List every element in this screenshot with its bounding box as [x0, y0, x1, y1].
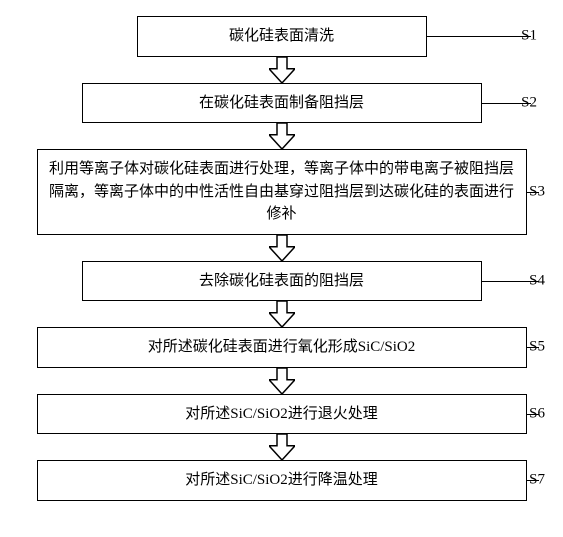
step-text: 利用等离子体对碳化硅表面进行处理，等离子体中的带电离子被阻挡层隔离，等离子体中的…: [48, 158, 516, 226]
step-box-s6: 对所述SiC/SiO2进行退火处理: [37, 394, 527, 435]
down-arrow-icon: [0, 434, 563, 460]
step-label-s7: S7: [529, 472, 545, 489]
down-arrow-icon: [0, 123, 563, 149]
step-text: 对所述碳化硅表面进行氧化形成SiC/SiO2: [148, 336, 416, 359]
step-label-s2: S2: [521, 94, 537, 111]
down-arrow-icon: [0, 368, 563, 394]
step-box-s1: 碳化硅表面清洗: [137, 16, 427, 57]
step-text: 对所述SiC/SiO2进行退火处理: [185, 403, 378, 426]
step-text: 碳化硅表面清洗: [229, 25, 334, 48]
step-row-s1: 碳化硅表面清洗 S1: [0, 16, 563, 57]
step-row-s2: 在碳化硅表面制备阻挡层 S2: [0, 83, 563, 124]
step-text: 对所述SiC/SiO2进行降温处理: [185, 469, 378, 492]
step-box-s4: 去除碳化硅表面的阻挡层: [82, 261, 482, 302]
step-box-s7: 对所述SiC/SiO2进行降温处理: [37, 460, 527, 501]
step-label-s1: S1: [521, 28, 537, 45]
down-arrow-icon: [0, 301, 563, 327]
connector-line: [427, 36, 531, 37]
step-row-s6: 对所述SiC/SiO2进行退火处理 S6: [0, 394, 563, 435]
step-label-s3: S3: [529, 183, 545, 200]
step-box-s2: 在碳化硅表面制备阻挡层: [82, 83, 482, 124]
step-row-s4: 去除碳化硅表面的阻挡层 S4: [0, 261, 563, 302]
down-arrow-icon: [0, 57, 563, 83]
step-label-s5: S5: [529, 339, 545, 356]
step-text: 在碳化硅表面制备阻挡层: [199, 92, 364, 115]
step-text: 去除碳化硅表面的阻挡层: [199, 270, 364, 293]
flowchart-container: 碳化硅表面清洗 S1 在碳化硅表面制备阻挡层 S2 利用等离子体对碳化硅表面进行处理，等…: [0, 16, 563, 501]
step-row-s3: 利用等离子体对碳化硅表面进行处理，等离子体中的带电离子被阻挡层隔离，等离子体中的…: [0, 149, 563, 235]
step-row-s5: 对所述碳化硅表面进行氧化形成SiC/SiO2 S5: [0, 327, 563, 368]
down-arrow-icon: [0, 235, 563, 261]
step-box-s5: 对所述碳化硅表面进行氧化形成SiC/SiO2: [37, 327, 527, 368]
step-box-s3: 利用等离子体对碳化硅表面进行处理，等离子体中的带电离子被阻挡层隔离，等离子体中的…: [37, 149, 527, 235]
step-row-s7: 对所述SiC/SiO2进行降温处理 S7: [0, 460, 563, 501]
step-label-s4: S4: [529, 272, 545, 289]
step-label-s6: S6: [529, 405, 545, 422]
